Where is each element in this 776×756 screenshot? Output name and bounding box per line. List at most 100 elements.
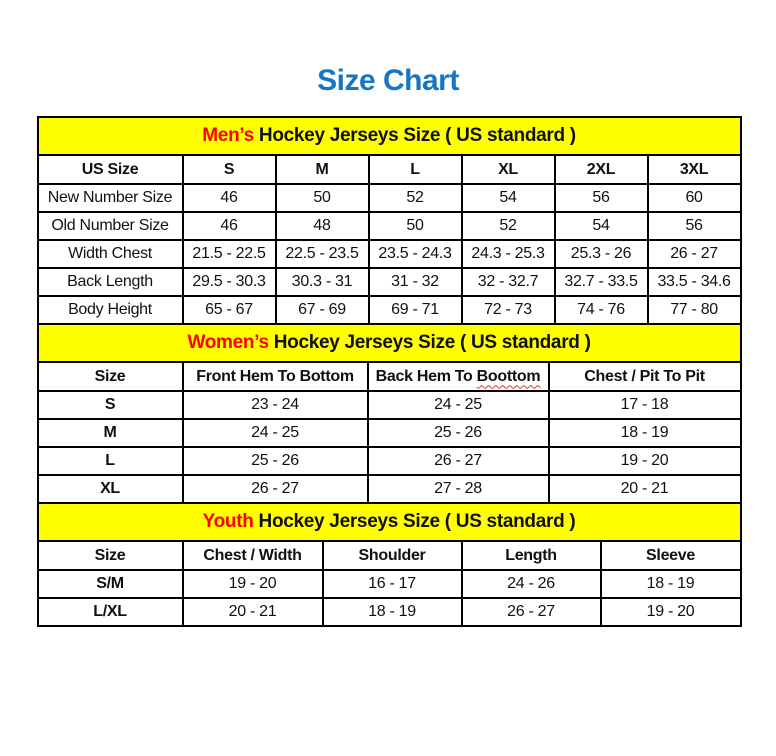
value-cell: 25 - 26 <box>181 446 369 476</box>
table-row: S/M 19 - 20 16 - 17 24 - 26 18 - 19 <box>36 569 742 599</box>
row-label-cell: L/XL <box>36 597 184 627</box>
column-header-cell: Chest / Pit To Pit <box>547 361 742 392</box>
value-cell: 30.3 - 31 <box>274 267 370 297</box>
column-header-text: Back Hem To <box>375 367 477 385</box>
value-cell: 23.5 - 24.3 <box>367 239 463 269</box>
womens-section-heading: Women’s Hockey Jerseys Size ( US standar… <box>36 323 742 363</box>
value-cell: 27 - 28 <box>366 474 550 504</box>
mens-heading-accent: Men’s <box>202 125 254 146</box>
column-header-cell: Shoulder <box>321 540 463 571</box>
value-cell: 33.5 - 34.6 <box>646 267 742 297</box>
value-cell: 29.5 - 30.3 <box>181 267 277 297</box>
table-row: Body Height 65 - 67 67 - 69 69 - 71 72 -… <box>36 295 742 325</box>
column-header-cell: US Size <box>36 154 184 185</box>
table-row: Old Number Size 46 48 50 52 54 56 <box>36 211 742 241</box>
row-label-cell: XL <box>36 474 184 504</box>
youth-size-table: Youth Hockey Jerseys Size ( US standard … <box>36 502 742 627</box>
page-title: Size Chart <box>317 64 459 97</box>
value-cell: 46 <box>181 211 277 241</box>
value-cell: 54 <box>460 183 556 213</box>
womens-size-table: Women’s Hockey Jerseys Size ( US standar… <box>36 323 742 504</box>
value-cell: 26 - 27 <box>646 239 742 269</box>
column-header-cell: Length <box>460 540 602 571</box>
row-label-cell: Width Chest <box>36 239 184 269</box>
table-row: S 23 - 24 24 - 25 17 - 18 <box>36 390 742 420</box>
womens-section-band: Women’s Hockey Jerseys Size ( US standar… <box>36 323 742 363</box>
column-header-cell: Sleeve <box>599 540 742 571</box>
value-cell: 19 - 20 <box>181 569 324 599</box>
value-cell: 24 - 25 <box>181 418 369 448</box>
value-cell: 46 <box>181 183 277 213</box>
column-header-cell: L <box>367 154 463 185</box>
youth-heading-text: Hockey Jerseys Size ( US standard ) <box>258 511 576 532</box>
column-header-cell: Chest / Width <box>181 540 324 571</box>
column-header-cell: M <box>274 154 370 185</box>
womens-heading-text: Hockey Jerseys Size ( US standard ) <box>273 332 591 353</box>
womens-heading-accent: Women’s <box>187 332 269 353</box>
column-header-cell: Back Hem To Boottom <box>366 361 550 392</box>
value-cell: 25.3 - 26 <box>553 239 649 269</box>
value-cell: 20 - 21 <box>547 474 742 504</box>
value-cell: 23 - 24 <box>181 390 369 420</box>
mens-size-table: Men’s Hockey Jerseys Size ( US standard … <box>36 116 742 325</box>
row-label-cell: Old Number Size <box>36 211 184 241</box>
column-header-cell: Size <box>36 540 184 571</box>
value-cell: 22.5 - 23.5 <box>274 239 370 269</box>
value-cell: 19 - 20 <box>599 597 742 627</box>
value-cell: 24 - 26 <box>460 569 602 599</box>
column-header-cell: XL <box>460 154 556 185</box>
misspelled-word: Boottom <box>476 367 541 385</box>
value-cell: 48 <box>274 211 370 241</box>
row-label-cell: Body Height <box>36 295 184 325</box>
value-cell: 18 - 19 <box>321 597 463 627</box>
row-label-cell: L <box>36 446 184 476</box>
value-cell: 31 - 32 <box>367 267 463 297</box>
youth-heading-accent: Youth <box>202 511 254 532</box>
value-cell: 25 - 26 <box>366 418 550 448</box>
row-label-cell: M <box>36 418 184 448</box>
column-header-cell: S <box>181 154 277 185</box>
value-cell: 74 - 76 <box>553 295 649 325</box>
value-cell: 17 - 18 <box>547 390 742 420</box>
value-cell: 65 - 67 <box>181 295 277 325</box>
row-label-cell: Back Length <box>36 267 184 297</box>
table-row: XL 26 - 27 27 - 28 20 - 21 <box>36 474 742 504</box>
value-cell: 72 - 73 <box>460 295 556 325</box>
column-header-cell: 3XL <box>646 154 742 185</box>
mens-heading-text: Hockey Jerseys Size ( US standard ) <box>258 125 576 146</box>
value-cell: 60 <box>646 183 742 213</box>
table-row: L/XL 20 - 21 18 - 19 26 - 27 19 - 20 <box>36 597 742 627</box>
youth-header-row: Size Chest / Width Shoulder Length Sleev… <box>36 540 742 571</box>
mens-section-heading: Men’s Hockey Jerseys Size ( US standard … <box>36 116 742 156</box>
value-cell: 18 - 19 <box>547 418 742 448</box>
value-cell: 54 <box>553 211 649 241</box>
value-cell: 24 - 25 <box>366 390 550 420</box>
value-cell: 69 - 71 <box>367 295 463 325</box>
youth-section-heading: Youth Hockey Jerseys Size ( US standard … <box>36 502 742 542</box>
column-header-cell: 2XL <box>553 154 649 185</box>
table-row: M 24 - 25 25 - 26 18 - 19 <box>36 418 742 448</box>
value-cell: 56 <box>553 183 649 213</box>
value-cell: 77 - 80 <box>646 295 742 325</box>
mens-header-row: US Size S M L XL 2XL 3XL <box>36 154 742 185</box>
value-cell: 52 <box>460 211 556 241</box>
value-cell: 16 - 17 <box>321 569 463 599</box>
table-row: Back Length 29.5 - 30.3 30.3 - 31 31 - 3… <box>36 267 742 297</box>
mens-section-band: Men’s Hockey Jerseys Size ( US standard … <box>36 116 742 156</box>
column-header-cell: Size <box>36 361 184 392</box>
table-row: New Number Size 46 50 52 54 56 60 <box>36 183 742 213</box>
value-cell: 20 - 21 <box>181 597 324 627</box>
row-label-cell: S <box>36 390 184 420</box>
value-cell: 21.5 - 22.5 <box>181 239 277 269</box>
row-label-cell: New Number Size <box>36 183 184 213</box>
value-cell: 26 - 27 <box>460 597 602 627</box>
value-cell: 32.7 - 33.5 <box>553 267 649 297</box>
value-cell: 52 <box>367 183 463 213</box>
value-cell: 26 - 27 <box>366 446 550 476</box>
column-header-cell: Front Hem To Bottom <box>181 361 369 392</box>
table-row: Width Chest 21.5 - 22.5 22.5 - 23.5 23.5… <box>36 239 742 269</box>
value-cell: 56 <box>646 211 742 241</box>
value-cell: 67 - 69 <box>274 295 370 325</box>
value-cell: 24.3 - 25.3 <box>460 239 556 269</box>
row-label-cell: S/M <box>36 569 184 599</box>
